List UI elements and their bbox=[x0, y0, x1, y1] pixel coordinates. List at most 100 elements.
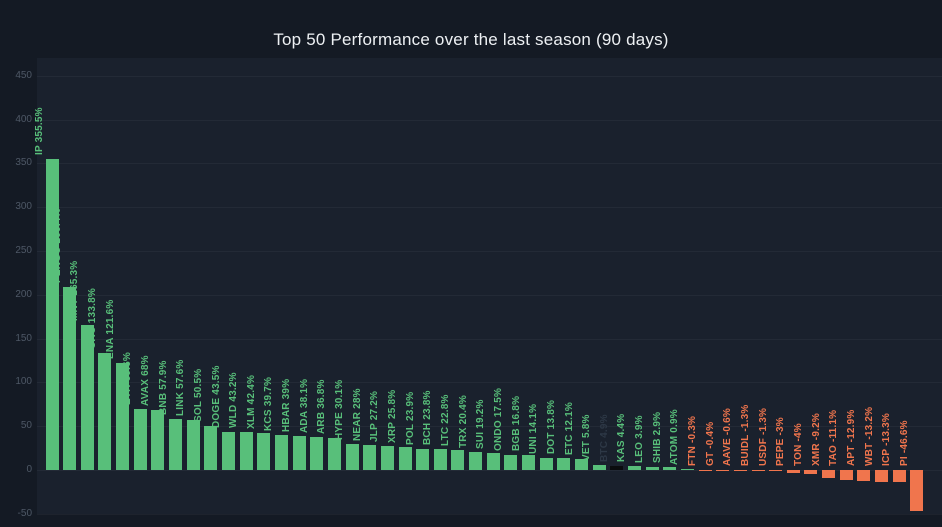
bar-TRX bbox=[469, 452, 483, 470]
bar-CRO bbox=[98, 352, 112, 470]
bar-label-text-ONDO: ONDO 17.5% bbox=[492, 387, 504, 451]
bar-label-text-TON: TON -4% bbox=[792, 423, 804, 466]
gridline-0 bbox=[37, 470, 942, 471]
bar-label-text-POL: POL 23.9% bbox=[404, 391, 416, 446]
bar-BNB bbox=[169, 419, 183, 470]
bar-UNI bbox=[539, 457, 553, 470]
bar-label-text-PEPE: PEPE -3% bbox=[775, 417, 787, 466]
bar-label-text-ICP: ICP -13.3% bbox=[881, 413, 893, 466]
bar-label-text-KAS: KAS 4.4% bbox=[616, 413, 628, 463]
bar-ADA bbox=[310, 436, 324, 470]
bar-label-text-XRP: XRP 25.8% bbox=[387, 390, 398, 444]
bar-XLM bbox=[257, 432, 271, 470]
bar-XRP bbox=[398, 447, 412, 470]
bar-label-IP: IP 355.5% bbox=[34, 107, 58, 155]
chart-title: Top 50 Performance over the last season … bbox=[273, 30, 669, 49]
y-tick-label-150: 150 bbox=[15, 332, 32, 344]
bar-label-text-XMR: XMR -9.2% bbox=[810, 413, 822, 466]
bar-PEPE bbox=[786, 470, 800, 473]
gridline-150 bbox=[37, 338, 942, 340]
bar-label-text-USDF: USDF -1.3% bbox=[757, 407, 769, 466]
bar-label-text-WBT: WBT -13.2% bbox=[863, 406, 875, 466]
bar-label-text-KCS: KCS 39.7% bbox=[263, 377, 275, 432]
bar-WLD bbox=[239, 432, 253, 470]
bar-label-text-DOT: DOT 13.8% bbox=[545, 399, 557, 454]
gridline-100 bbox=[37, 382, 942, 384]
gridline--50 bbox=[37, 513, 942, 515]
bar-label-text-GT: GT -0.4% bbox=[704, 421, 716, 466]
gridline-350 bbox=[37, 163, 942, 165]
bar-label-text-VET: VET 5.8% bbox=[581, 414, 593, 461]
bar-LINK bbox=[186, 419, 200, 470]
bar-label-text-JLP: JLP 27.2% bbox=[369, 391, 381, 443]
bar-label-text-AVAX: AVAX 68% bbox=[139, 355, 151, 407]
bar-label-text-TRX: TRX 20.4% bbox=[457, 395, 469, 449]
bar-label-text-IP: IP 355.5% bbox=[34, 106, 45, 155]
bar-label-text-CRO: CRO 133.8% bbox=[86, 287, 98, 349]
bar-label-text-ADA: ADA 38.1% bbox=[298, 378, 310, 433]
bar-label-text-LEO: LEO 3.9% bbox=[634, 414, 646, 463]
bar-label-text-BGB: BGB 16.8% bbox=[510, 396, 522, 452]
bar-WBT bbox=[875, 470, 889, 482]
gridline-450 bbox=[37, 75, 942, 77]
bar-label-text-PI: PI -46.6% bbox=[898, 420, 910, 466]
bar-ATOM bbox=[680, 469, 694, 470]
bar-NEAR bbox=[363, 445, 377, 470]
bar-LEO bbox=[645, 466, 659, 470]
bar-JLP bbox=[380, 446, 394, 470]
y-tick-label-350: 350 bbox=[15, 157, 32, 169]
bar-label-text-ARB: ARB 36.8% bbox=[316, 379, 328, 434]
bar-IP bbox=[45, 158, 59, 470]
y-tick-label-200: 200 bbox=[15, 288, 32, 300]
bar-ETH bbox=[133, 409, 147, 470]
y-tick-label-300: 300 bbox=[15, 201, 32, 213]
bar-MNT bbox=[80, 325, 94, 470]
bar-BGB bbox=[522, 455, 536, 470]
bar-label-text-LTC: LTC 22.8% bbox=[439, 394, 451, 447]
bar-DOGE bbox=[222, 431, 235, 470]
y-tick-label-400: 400 bbox=[15, 113, 32, 125]
bar-AAVE bbox=[733, 470, 747, 471]
bar-label-text-NEAR: NEAR 28% bbox=[351, 388, 363, 442]
bar-label-text-XLM: XLM 42.4% bbox=[245, 374, 257, 429]
bar-KCS bbox=[274, 435, 288, 470]
bar-DOT bbox=[557, 457, 571, 470]
bar-TAO bbox=[839, 470, 853, 480]
bar-label-text-BCH: BCH 23.8% bbox=[422, 390, 434, 446]
gridline-50 bbox=[37, 426, 942, 428]
bar-ENA bbox=[116, 363, 130, 470]
bar-label-text-TAO: TAO -11.1% bbox=[828, 409, 840, 466]
bar-label-text-WLD: WLD 43.2% bbox=[228, 372, 240, 429]
bar-label-text-HYPE: HYPE 30.1% bbox=[334, 379, 346, 440]
bar-ICP bbox=[892, 470, 906, 482]
bar-BTC bbox=[610, 465, 624, 470]
bar-label-text-ATOM: ATOM 0.9% bbox=[669, 409, 681, 465]
bar-ETC bbox=[575, 459, 588, 470]
y-tick-label-50: 50 bbox=[20, 420, 32, 432]
bar-USDF bbox=[769, 470, 783, 472]
bar-label-text-BTC: BTC 4.9% bbox=[598, 413, 610, 462]
bar-label-text-BNB: BNB 57.9% bbox=[157, 360, 169, 416]
bar-FTN bbox=[698, 470, 712, 471]
gridline-250 bbox=[37, 251, 942, 252]
y-tick-label-100: 100 bbox=[15, 376, 32, 388]
bar-LTC bbox=[451, 450, 465, 470]
bar-PENGU bbox=[63, 286, 77, 470]
bar-BCH bbox=[433, 449, 447, 470]
y-tick-label-250: 250 bbox=[15, 245, 32, 256]
bar-label-text-BUIDL: BUIDL -1.3% bbox=[740, 404, 751, 466]
bar-BUIDL bbox=[751, 470, 765, 472]
bar-HYPE bbox=[345, 443, 359, 470]
bar-AVAX bbox=[151, 410, 165, 470]
bar-label-text-MNT: MNT 165.3% bbox=[69, 260, 81, 322]
bar-SUI bbox=[486, 453, 500, 470]
bar-label-text-ETC: ETC 12.1% bbox=[563, 402, 575, 456]
bar-APT bbox=[857, 470, 871, 482]
bar-SOL bbox=[204, 425, 218, 470]
bar-label-text-FTN: FTN -0.3% bbox=[687, 415, 699, 466]
bar-label-text-ENA: ENA 121.6% bbox=[104, 300, 116, 360]
bar-label-text-UNI: UNI 14.1% bbox=[528, 403, 540, 454]
gridline-200 bbox=[37, 294, 942, 296]
gridline-400 bbox=[37, 119, 942, 121]
